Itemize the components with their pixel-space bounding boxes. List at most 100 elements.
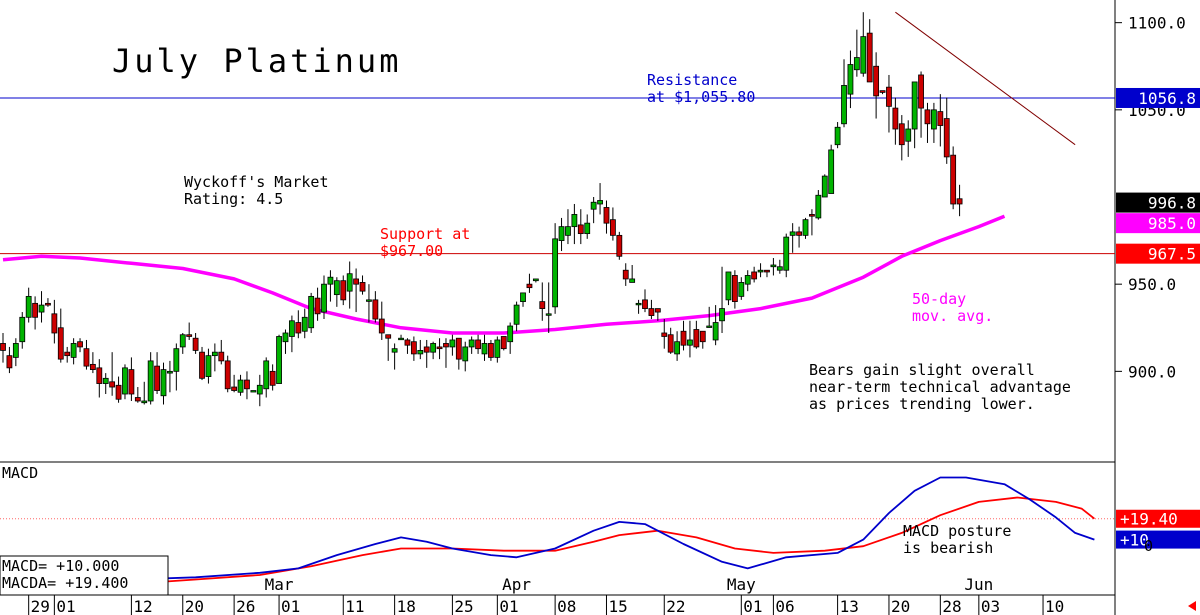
candle xyxy=(333,277,340,307)
price-tag-bg xyxy=(1116,213,1200,234)
candle-body xyxy=(950,154,957,205)
candle-body xyxy=(918,74,924,109)
macd-tag-bg xyxy=(1116,509,1200,528)
candle xyxy=(815,190,822,220)
day-tick-label: 03 xyxy=(981,597,1000,615)
moving-average xyxy=(2,214,1006,335)
candle-body xyxy=(597,200,603,205)
candle-body xyxy=(577,224,584,235)
rating-line-1: Wyckoff's Market xyxy=(184,173,329,191)
candle xyxy=(122,364,128,400)
macd-panel: +19.40 +10 xyxy=(0,476,1200,592)
candle-body xyxy=(931,109,937,130)
candle xyxy=(751,266,758,283)
candle-body xyxy=(288,320,295,337)
day-tick-label: 18 xyxy=(397,597,416,615)
candle-body xyxy=(19,316,26,343)
resistance-label-1: Resistance xyxy=(647,71,737,89)
candle-body xyxy=(590,201,597,210)
price-tag-label: 967.5 xyxy=(1148,245,1196,264)
macd-comment-1: MACD posture xyxy=(903,522,1011,540)
candle xyxy=(950,146,957,210)
candle xyxy=(879,90,886,95)
candle-body xyxy=(571,214,578,228)
candle xyxy=(398,334,404,341)
candle xyxy=(565,209,571,245)
month-label: Jun xyxy=(964,575,993,594)
candle-body xyxy=(391,348,398,353)
down-trendline xyxy=(895,11,1076,146)
candle xyxy=(372,291,379,323)
candle-body xyxy=(565,226,571,236)
candle-body xyxy=(372,299,379,320)
candle xyxy=(173,343,180,391)
candle-body xyxy=(353,278,360,285)
candle xyxy=(218,339,225,365)
candle-body xyxy=(154,365,160,391)
macd-comment-2: is bearish xyxy=(903,539,993,557)
candle xyxy=(295,310,302,339)
candle-body xyxy=(417,350,424,355)
candle-body xyxy=(96,367,103,384)
candle-body xyxy=(603,207,610,224)
candle-body xyxy=(250,390,257,393)
candle xyxy=(494,336,501,363)
candle xyxy=(590,197,597,224)
day-tick-label: 28 xyxy=(942,597,961,615)
candle xyxy=(725,271,732,306)
candle-body xyxy=(378,318,385,334)
candle-body xyxy=(809,214,815,217)
candle-body xyxy=(462,346,469,362)
candle-body xyxy=(924,109,931,125)
candle xyxy=(269,364,276,391)
candle xyxy=(340,275,347,306)
candle-body xyxy=(0,343,6,351)
candle xyxy=(809,209,815,236)
candle xyxy=(892,97,899,145)
support-label-1: Support at xyxy=(380,225,470,243)
candle xyxy=(443,338,449,368)
candle-body xyxy=(642,299,648,309)
rating-line-2: Rating: 4.5 xyxy=(184,190,283,208)
price-tag: 985.0 xyxy=(1116,213,1200,234)
candle-body xyxy=(321,283,327,313)
candle-body xyxy=(680,330,687,346)
candle-body xyxy=(314,297,321,315)
candle xyxy=(462,341,469,372)
commentary-line-1: Bears gain slight overall xyxy=(809,361,1035,379)
day-tick-label: 08 xyxy=(557,597,576,615)
day-tick-label: 01 xyxy=(56,597,75,615)
candle-body xyxy=(231,386,238,391)
candle xyxy=(616,231,623,260)
day-tick-label: 20 xyxy=(891,597,910,615)
candle xyxy=(956,184,963,217)
candle-body xyxy=(301,316,308,332)
candle xyxy=(931,102,937,143)
candle-body xyxy=(333,280,340,296)
candle xyxy=(231,374,238,393)
candle xyxy=(687,320,693,358)
candle xyxy=(109,352,116,396)
candle xyxy=(64,346,71,363)
scroll-left-icon[interactable] xyxy=(1188,601,1196,611)
candle-body xyxy=(475,339,481,350)
candle-body xyxy=(12,343,19,358)
candle-body xyxy=(616,234,623,257)
candle-body xyxy=(282,332,289,343)
day-tick-label: 15 xyxy=(608,597,627,615)
candle xyxy=(873,52,880,119)
trendline xyxy=(895,11,1076,146)
candle xyxy=(224,355,231,393)
candle-body xyxy=(693,329,700,348)
candle xyxy=(847,50,854,109)
candle xyxy=(667,327,674,354)
candle-body xyxy=(128,369,135,395)
candle-body xyxy=(661,332,668,337)
candle-body xyxy=(366,299,372,302)
candle-body xyxy=(552,238,559,308)
candle xyxy=(738,277,745,300)
day-tick-label: 13 xyxy=(840,597,859,615)
candle-body xyxy=(731,275,738,303)
candle xyxy=(276,334,282,384)
candle-body xyxy=(956,198,963,205)
